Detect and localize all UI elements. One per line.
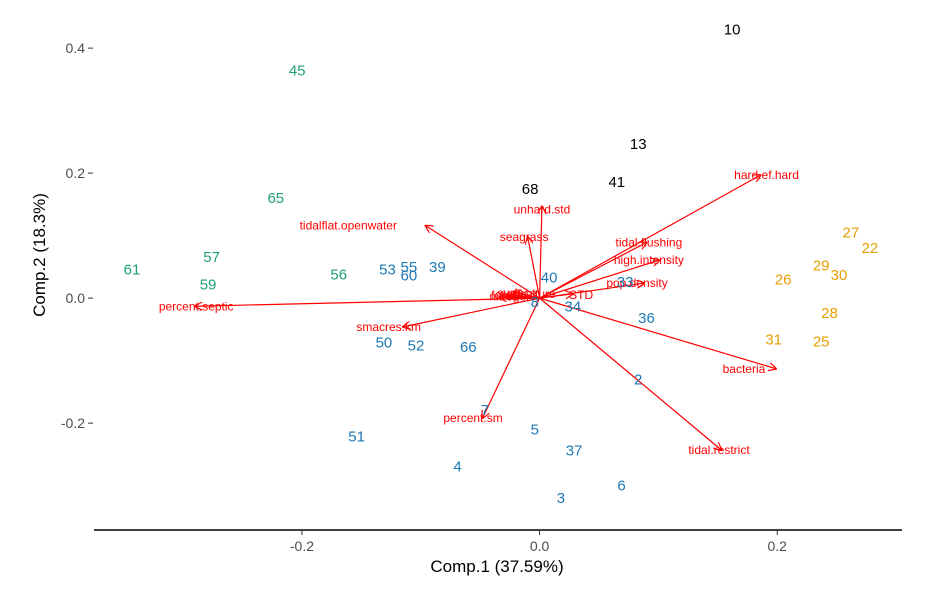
loading-label: bacteria (723, 362, 766, 376)
point-label: 33 (617, 274, 634, 291)
point-label: 57 (203, 249, 220, 266)
y-tick-label: 0.2 (66, 165, 86, 181)
loading-label: unhard.std (514, 202, 571, 216)
loading-arrow (426, 226, 540, 299)
loading-arrow (539, 260, 660, 299)
point-label: 2 (634, 371, 642, 388)
point-label: 5 (531, 421, 539, 438)
loading-arrow (403, 297, 540, 327)
loading-label: high.intensity (614, 253, 684, 267)
y-axis-title: Comp.2 (18.3%) (30, 193, 49, 317)
x-tick-label: -0.2 (290, 538, 314, 554)
point-label: 39 (429, 259, 446, 276)
loading-arrow (539, 175, 761, 299)
x-tick-label: 0.0 (530, 538, 550, 554)
loading-arrow (528, 237, 541, 299)
loading-arrow (483, 297, 541, 418)
point-label: 41 (608, 174, 625, 191)
loading-label: percent.septic (159, 299, 234, 313)
loading-vectors: hard.ef.hard unhard.std tidalflat.openwate… (159, 168, 799, 457)
y-tick-label: -0.2 (61, 415, 85, 431)
loading-arrow (539, 297, 722, 450)
point-label: 45 (289, 63, 306, 80)
loading-label: tidalflat.openwater (300, 219, 397, 233)
axes: -0.2 0.0 0.2 -0.2 0.0 0.2 0.4 (61, 40, 902, 554)
point-label: 56 (330, 266, 347, 283)
point-label: 60 (401, 268, 418, 285)
point-label: 40 (541, 270, 558, 287)
loading-arrow (539, 243, 647, 299)
point-label: 51 (348, 428, 365, 445)
y-tick-label: 0.0 (66, 290, 86, 306)
loading-label: percent.sm (443, 411, 502, 425)
point-label: 65 (267, 190, 284, 207)
point-label: 55 (401, 259, 418, 276)
point-label: 4 (453, 458, 461, 475)
point-label: 52 (408, 338, 425, 355)
point-label: 66 (460, 339, 477, 356)
loading-label: STD (569, 288, 593, 302)
loading-arrow (539, 294, 573, 298)
point-label: 27 (843, 225, 860, 242)
loading-label: pop.density (606, 276, 667, 290)
x-tick-label: 0.2 (768, 538, 788, 554)
point-label: 37 (566, 443, 583, 460)
y-tick-label: 0.4 (66, 40, 86, 56)
point-label: 34 (565, 298, 582, 315)
point-label: 26 (775, 271, 792, 288)
loading-label: seagrass (500, 230, 549, 244)
loading-label: tidal.flushing (616, 236, 683, 250)
point-label: 25 (813, 333, 830, 350)
point-label: 36 (638, 310, 655, 327)
point-label: 7 (481, 402, 489, 419)
point-label: 6 (617, 478, 625, 495)
loading-arrow (539, 297, 776, 369)
point-label: 68 (522, 181, 539, 198)
point-label: 3 (557, 490, 565, 507)
point-label: 8 (531, 294, 539, 311)
loading-arrow (540, 206, 542, 299)
point-label: 10 (724, 21, 741, 38)
point-label: 30 (831, 267, 848, 284)
point-label: 31 (765, 331, 782, 348)
point-label: 61 (124, 261, 141, 278)
loading-label: smacres.km (356, 320, 421, 334)
point-label: 50 (376, 335, 393, 352)
loading-label: tidal.restrict (688, 443, 750, 457)
x-axis-title: Comp.1 (37.59%) (430, 557, 563, 576)
loading-label: nitrogen (489, 289, 532, 303)
loading-label: hard.ef.hard (734, 168, 799, 182)
point-label: 28 (821, 305, 838, 322)
loading-arrow (195, 297, 540, 306)
point-label: 13 (630, 136, 647, 153)
point-label: 29 (813, 258, 830, 275)
point-label: 53 (379, 261, 396, 278)
loading-arrow (509, 296, 540, 298)
point-label: 59 (200, 276, 217, 293)
point-label: 22 (862, 240, 879, 257)
